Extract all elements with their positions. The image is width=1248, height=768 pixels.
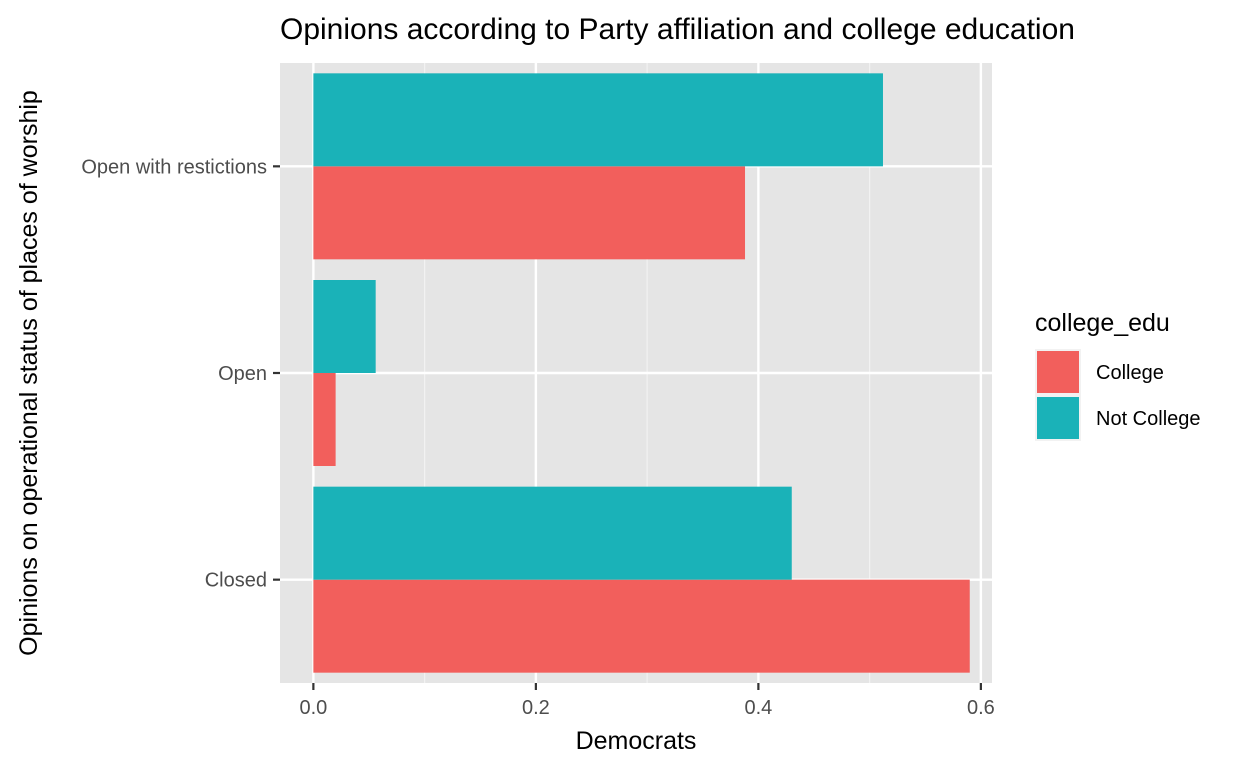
x-tick-label: 0.0	[299, 697, 327, 719]
legend-swatch	[1037, 351, 1079, 393]
y-axis-title: Opinions on operational status of places…	[15, 90, 43, 656]
y-axis: Closed Open Open with restictions	[81, 156, 280, 592]
bar-not-college-open	[313, 280, 376, 373]
bar-not-college-closed	[313, 486, 792, 580]
x-axis: 0.0 0.2 0.4 0.6	[299, 683, 995, 719]
y-tick-label: Open	[218, 363, 267, 385]
legend: college_edu College Not College	[1035, 309, 1201, 441]
x-axis-title: Democrats	[576, 727, 697, 755]
x-tick-label: 0.4	[744, 697, 772, 719]
legend-label: College	[1096, 362, 1164, 384]
bar-college-closed	[313, 579, 970, 673]
x-tick-label: 0.2	[522, 697, 550, 719]
y-tick-label: Open with restictions	[81, 156, 267, 178]
x-tick-label: 0.6	[967, 697, 995, 719]
y-tick-label: Closed	[205, 570, 267, 592]
bar-college-open	[313, 373, 336, 466]
legend-swatch	[1037, 397, 1079, 439]
legend-title: college_edu	[1035, 309, 1170, 337]
chart-title: Opinions according to Party affiliation …	[280, 13, 1075, 46]
bar-not-college-open-with-restictions	[313, 73, 883, 167]
bars	[313, 73, 970, 673]
legend-label: Not College	[1096, 408, 1201, 430]
bar-college-open-with-restictions	[313, 166, 746, 260]
